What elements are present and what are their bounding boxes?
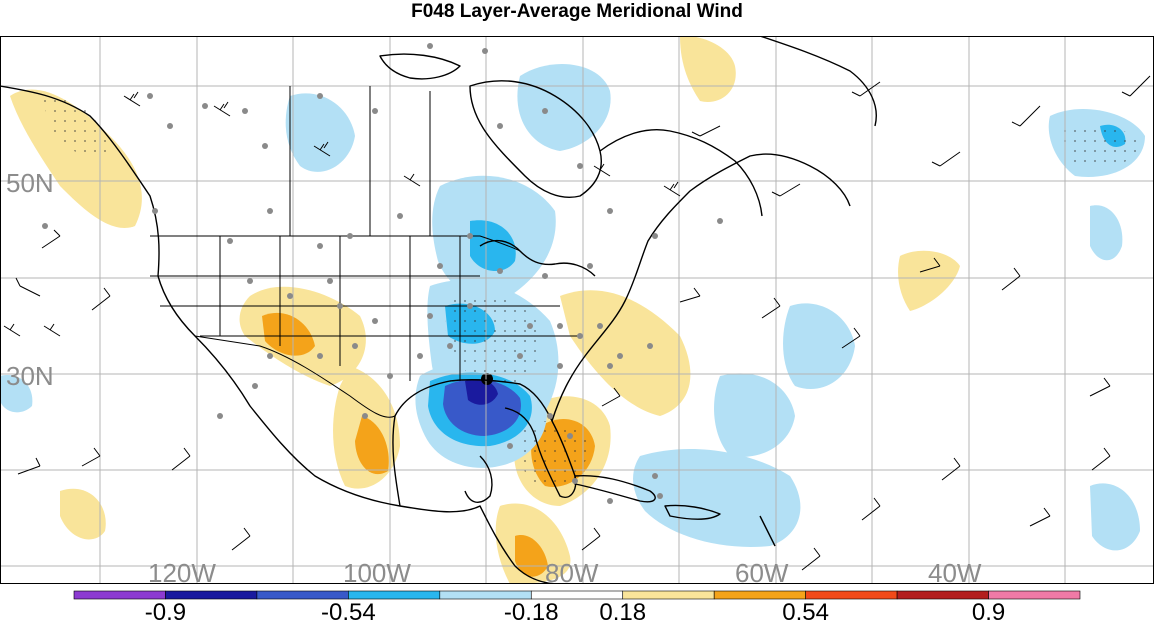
pos-orange-mexico-central bbox=[355, 416, 389, 475]
coast-hudson-bay bbox=[469, 80, 602, 198]
colorbar-tick-label: -0.54 bbox=[321, 599, 376, 622]
lon-label-80w: 80W bbox=[545, 558, 599, 584]
coast-lesser-antilles bbox=[759, 515, 776, 547]
colorbar: -0.9 -0.54 -0.18 0.18 0.54 0.9 bbox=[73, 590, 1081, 622]
coast-west-north-america bbox=[1, 85, 555, 583]
wind-barbs bbox=[3, 75, 1151, 571]
colorbar-tick-label: 0.54 bbox=[782, 599, 829, 622]
boundary-us-canada bbox=[150, 235, 521, 252]
neg-mid-great-lakes bbox=[470, 220, 516, 272]
coastlines bbox=[1, 37, 877, 583]
boundary-canada-provinces bbox=[289, 86, 431, 236]
colorbar-swatch bbox=[713, 590, 806, 600]
colorbar-swatch bbox=[622, 590, 715, 600]
political-boundaries bbox=[150, 86, 580, 418]
map-panel: 50N 30N 120W 100W 80W 60W 40W bbox=[0, 36, 1154, 584]
station-dots bbox=[42, 43, 723, 504]
colorbar-tick-label: 0.18 bbox=[599, 599, 646, 622]
colorbar-tick-label: 0.9 bbox=[972, 599, 1005, 622]
coast-hispaniola bbox=[664, 504, 721, 520]
lon-label-40w: 40W bbox=[928, 558, 982, 584]
coast-arctic-islands bbox=[379, 53, 461, 80]
pos-region-east-atlantic bbox=[898, 250, 960, 311]
neg-region-east-atlantic bbox=[1090, 205, 1123, 261]
lon-label-60w: 60W bbox=[735, 558, 789, 584]
colorbar-swatch bbox=[530, 590, 624, 600]
colorbar-tick-label: -0.18 bbox=[504, 599, 559, 622]
pos-region-northwest bbox=[10, 89, 142, 228]
coast-cuba bbox=[574, 474, 656, 503]
coast-greenland bbox=[760, 37, 877, 127]
colorbar-labels: -0.9 -0.54 -0.18 0.18 0.54 0.9 bbox=[145, 599, 1005, 622]
coast-east-us bbox=[551, 153, 851, 422]
coast-labrador bbox=[599, 129, 763, 217]
neg-region-atlantic-south bbox=[714, 373, 795, 457]
neg-region-west bbox=[1, 375, 33, 413]
boundary-us-mexico bbox=[194, 335, 396, 418]
chart-title: F048 Layer-Average Meridional Wind bbox=[411, 1, 743, 22]
lat-label-50n: 50N bbox=[6, 168, 54, 198]
pos-region-pacific-south bbox=[60, 488, 106, 540]
lon-label-100w: 100W bbox=[343, 558, 411, 584]
colorbar-swatch bbox=[256, 590, 349, 600]
pos-orange-mexico-west bbox=[262, 312, 315, 356]
lat-label-30n: 30N bbox=[6, 361, 54, 391]
colorbar-swatch bbox=[805, 590, 898, 600]
colorbar-swatch bbox=[348, 590, 441, 600]
colorbar-swatch bbox=[896, 590, 989, 600]
coast-yucatan bbox=[464, 455, 493, 503]
neg-region-east-atlantic-south bbox=[1090, 483, 1140, 551]
neg-region-canada-mid bbox=[285, 93, 355, 172]
neg-region-atlantic-mid bbox=[783, 303, 855, 390]
lon-label-120w: 120W bbox=[148, 558, 216, 584]
colorbar-swatches bbox=[73, 590, 1081, 600]
colorbar-swatch bbox=[988, 590, 1081, 600]
colorbar-tick-label: -0.9 bbox=[145, 599, 186, 622]
coast-great-lakes bbox=[479, 239, 596, 277]
lat-lon-grid bbox=[1, 37, 1153, 583]
neg-strong-gulf bbox=[443, 379, 521, 436]
pos-region-carolinas bbox=[560, 290, 691, 416]
colorbar-swatch bbox=[439, 590, 532, 600]
colorbar-swatch bbox=[73, 590, 166, 600]
neg-region-caribbean bbox=[633, 448, 801, 547]
colorbar-swatch bbox=[165, 590, 258, 600]
